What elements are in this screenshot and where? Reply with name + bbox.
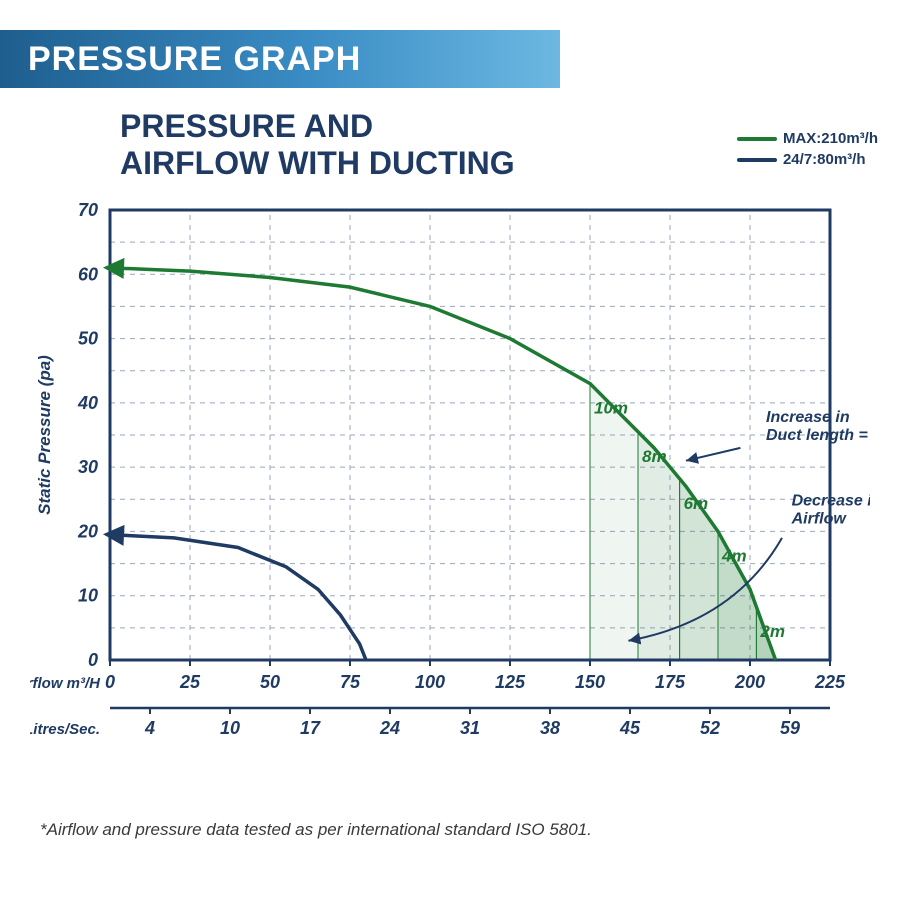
svg-text:17: 17 [300,718,321,738]
svg-text:4: 4 [144,718,155,738]
legend-max-label: MAX:210m³/h [783,130,878,147]
svg-text:25: 25 [179,672,201,692]
svg-text:Airflow m³/H: Airflow m³/H [30,675,101,692]
svg-text:50: 50 [78,329,98,349]
svg-text:30: 30 [78,457,98,477]
svg-text:52: 52 [700,718,720,738]
svg-text:Increase inDuct length =: Increase inDuct length = [766,409,868,444]
chart-svg: 10m8m6m4m2m010203040506070Static Pressur… [30,200,870,760]
svg-text:10: 10 [220,718,240,738]
svg-text:225: 225 [814,672,846,692]
svg-text:Litres/Sec.: Litres/Sec. [30,721,100,738]
legend: MAX:210m³/h 24/7:80m³/h [737,130,878,172]
svg-text:20: 20 [77,521,98,541]
svg-text:Decrease inAirflow: Decrease inAirflow [791,493,870,528]
svg-text:38: 38 [540,718,560,738]
legend-low: 24/7:80m³/h [737,151,878,168]
svg-text:24: 24 [379,718,400,738]
legend-low-label: 24/7:80m³/h [783,151,866,168]
svg-text:100: 100 [415,672,445,692]
legend-max-swatch [737,137,777,141]
svg-text:50: 50 [260,672,280,692]
svg-text:0: 0 [88,650,98,670]
legend-max: MAX:210m³/h [737,130,878,147]
svg-text:150: 150 [575,672,605,692]
svg-text:125: 125 [495,672,526,692]
svg-text:40: 40 [77,393,98,413]
footnote: *Airflow and pressure data tested as per… [40,820,592,840]
svg-text:175: 175 [655,672,686,692]
pressure-chart: 10m8m6m4m2m010203040506070Static Pressur… [30,200,870,760]
svg-text:59: 59 [780,718,800,738]
svg-text:45: 45 [619,718,641,738]
svg-text:10: 10 [78,586,98,606]
chart-subtitle: PRESSURE ANDAIRFLOW WITH DUCTING [120,108,515,182]
svg-text:200: 200 [734,672,765,692]
banner: PRESSURE GRAPH [0,30,560,88]
svg-text:31: 31 [460,718,480,738]
svg-text:0: 0 [105,672,115,692]
banner-title: PRESSURE GRAPH [28,40,361,79]
svg-text:60: 60 [78,264,98,284]
svg-text:70: 70 [78,200,98,220]
svg-text:Static Pressure (pa): Static Pressure (pa) [35,355,54,515]
legend-low-swatch [737,158,777,162]
svg-text:75: 75 [340,672,361,692]
